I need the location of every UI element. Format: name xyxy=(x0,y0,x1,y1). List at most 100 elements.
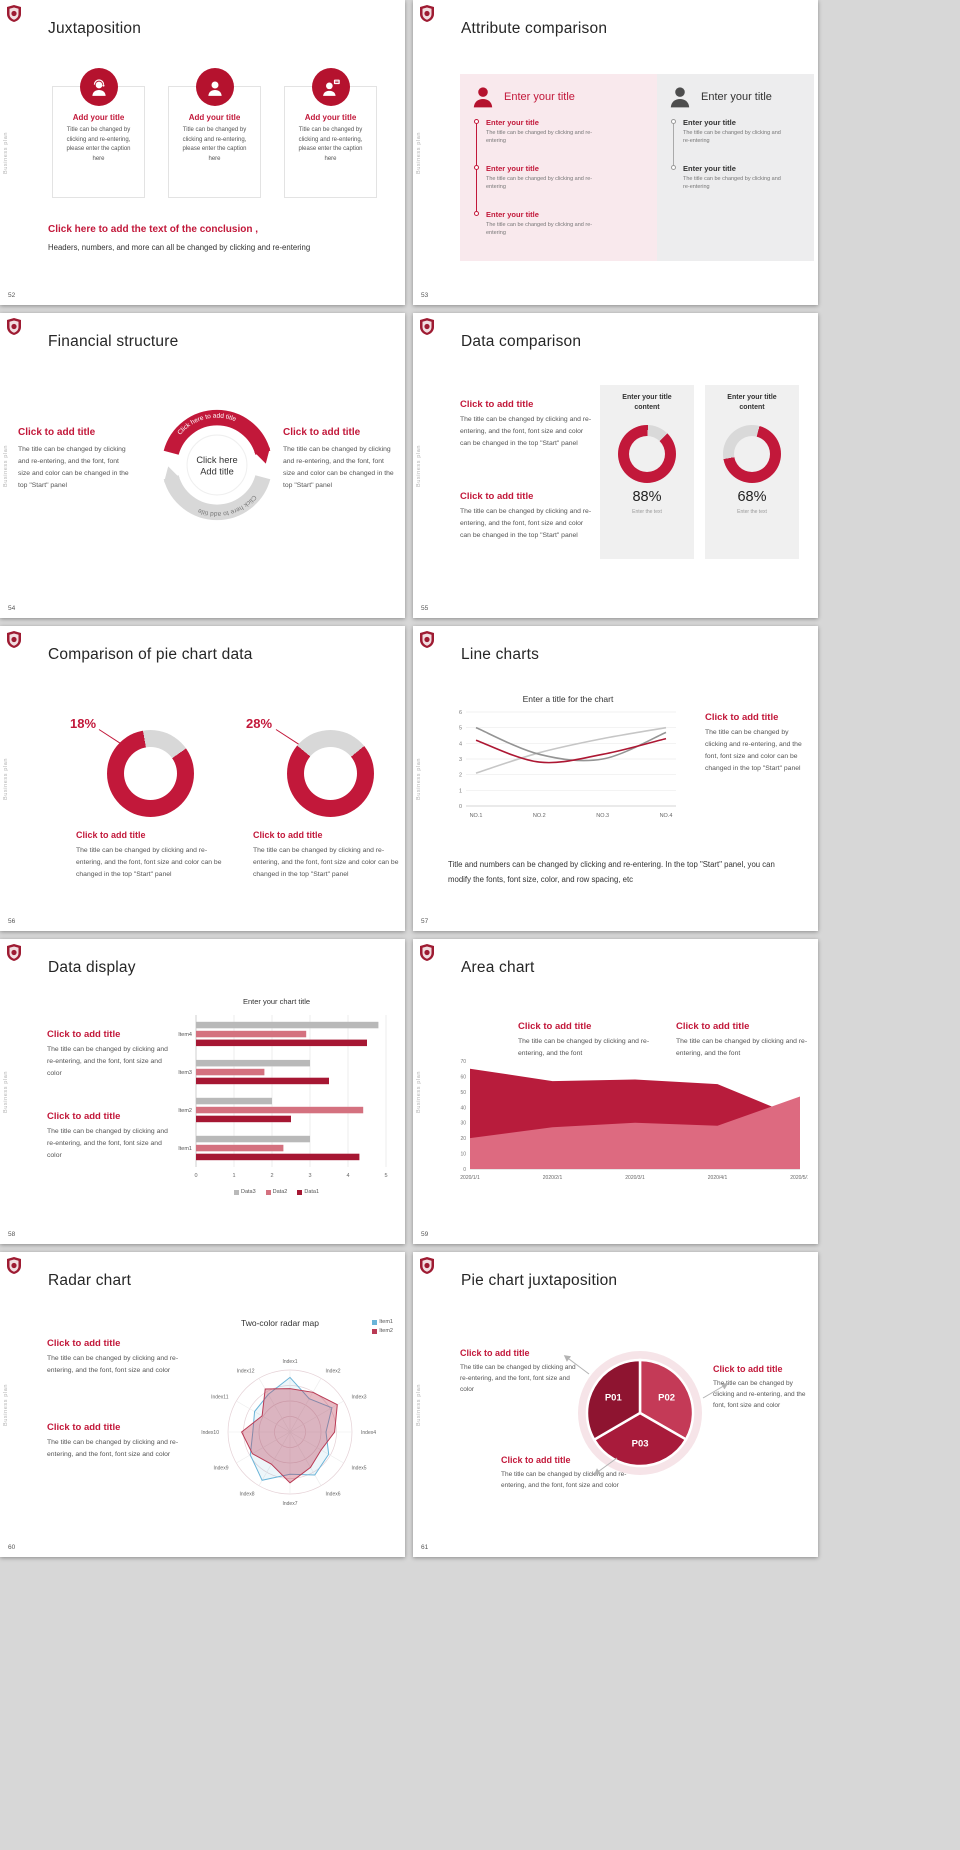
block-heading: Click to add title xyxy=(47,1029,121,1040)
bar-chart-area: Enter your chart title 0 1 2 3 4 5 Item4 Item3 I… xyxy=(158,997,395,1227)
block-heading: Click to add title xyxy=(47,1422,121,1433)
timeline-item: Enter your title The title can be change… xyxy=(671,118,801,146)
timeline-dot-icon xyxy=(474,119,479,124)
slide-55[interactable]: Business plan 55 Data comparison Click t… xyxy=(413,313,818,618)
block-heading: Click to add title xyxy=(518,1021,592,1032)
block-heading: Click to add title xyxy=(705,712,779,723)
school-crest-icon xyxy=(420,944,434,961)
person-icon xyxy=(473,87,493,108)
slide-number: 54 xyxy=(8,605,16,612)
card-body: Title can be changed by clicking and re-… xyxy=(298,127,363,162)
svg-text:Item3: Item3 xyxy=(178,1070,192,1076)
block-body: The title can be changed by clicking and… xyxy=(460,508,592,539)
block-body: The title can be changed by clicking and… xyxy=(501,1471,627,1490)
svg-text:Index4: Index4 xyxy=(361,1430,376,1436)
item-title: Enter your title xyxy=(683,164,736,173)
radar-chart-area: Two-color radar map Item1 Item2 Index1 In… xyxy=(195,1318,395,1548)
svg-text:3: 3 xyxy=(308,1173,311,1179)
legend-label: Data2 xyxy=(272,1189,288,1195)
legend-swatch xyxy=(372,1328,378,1334)
svg-text:Index9: Index9 xyxy=(213,1466,228,1472)
slide-53[interactable]: Business plan 53 Attribute comparison En… xyxy=(413,0,818,305)
svg-text:1: 1 xyxy=(459,788,462,794)
svg-text:2020/4/1: 2020/4/1 xyxy=(708,1175,728,1181)
block-heading: Click to add title xyxy=(253,830,323,840)
block-body: The title can be changed by clicking and… xyxy=(705,729,802,772)
school-crest-icon xyxy=(7,1257,21,1274)
card-title: Add your title xyxy=(72,113,125,122)
slide-61[interactable]: Business plan 61 Pie chart juxtaposition… xyxy=(413,1252,818,1557)
block-heading: Click to add title xyxy=(283,427,361,438)
ring-center-line1: Click here xyxy=(196,455,237,465)
page-title: Pie chart juxtaposition xyxy=(461,1272,618,1289)
side-label: Business plan xyxy=(416,444,422,487)
conclusion-title: Click here to add the text of the conclu… xyxy=(48,224,259,235)
svg-text:Index10: Index10 xyxy=(201,1430,219,1436)
bar-chart: 0 1 2 3 4 5 Item4 Item3 Item2 Item1 xyxy=(178,1015,388,1179)
legend-swatch xyxy=(233,1189,239,1195)
block-body: The title can be changed by clicking and… xyxy=(713,1380,806,1410)
legend-label: Item2 xyxy=(379,1328,393,1334)
slide-57[interactable]: Business plan 57 Line charts Enter a tit… xyxy=(413,626,818,931)
page-title: Data comparison xyxy=(461,333,582,350)
slide-number: 61 xyxy=(421,1544,429,1551)
slide-52[interactable]: Business plan 52 Juxtaposition Add your … xyxy=(0,0,405,305)
slide-number: 56 xyxy=(8,918,16,925)
block-heading: Click to add title xyxy=(47,1111,121,1122)
svg-text:Item1: Item1 xyxy=(178,1146,192,1152)
person-icon xyxy=(670,87,690,108)
svg-text:P03: P03 xyxy=(632,1439,649,1450)
item-body: The title can be changed by clicking and… xyxy=(486,222,593,237)
svg-text:2020/1/1: 2020/1/1 xyxy=(460,1175,480,1181)
side-label: Business plan xyxy=(3,1070,9,1113)
timeline-item: Enter your title The title can be change… xyxy=(671,164,801,192)
svg-text:2020/3/1: 2020/3/1 xyxy=(625,1175,645,1181)
block-body: The title can be changed by clicking and… xyxy=(47,1355,179,1374)
area-chart: 0 10 20 30 40 50 60 70 2020/1/1 2020/2/1 2020/3/1 2… xyxy=(460,1059,808,1181)
block-body: The title can be changed by clicking and… xyxy=(676,1038,808,1057)
svg-text:Index5: Index5 xyxy=(352,1466,367,1472)
slide-58[interactable]: Business plan 58 Data display Click to a… xyxy=(0,939,405,1244)
svg-text:4: 4 xyxy=(346,1173,349,1179)
timeline-item: Enter your title The title can be change… xyxy=(474,210,641,238)
slide-59[interactable]: Business plan 59 Area chart Click to add… xyxy=(413,939,818,1244)
block-body: The title can be changed by clicking and… xyxy=(460,416,592,447)
card-body: Title can be changed by clicking and re-… xyxy=(182,127,247,162)
slide-56[interactable]: Business plan 56 Comparison of pie chart… xyxy=(0,626,405,931)
school-crest-icon xyxy=(420,318,434,335)
person-icon xyxy=(195,68,234,106)
page-title: Financial structure xyxy=(48,333,179,350)
slide-60[interactable]: Business plan 60 Radar chart Click to ad… xyxy=(0,1252,405,1557)
slide-number: 59 xyxy=(421,1231,429,1238)
percent-value: 88% xyxy=(632,489,662,505)
conclusion-body: Headers, numbers, and more can all be ch… xyxy=(48,243,311,252)
page-title: Juxtaposition xyxy=(48,20,142,37)
slide-54[interactable]: Business plan 54 Financial structure Cli… xyxy=(0,313,405,618)
block-body: The title can be changed by clicking and… xyxy=(18,446,129,489)
block-heading: Click to add title xyxy=(713,1364,783,1374)
chart-title: Enter your chart title xyxy=(242,997,311,1006)
panel-title: Enter your title xyxy=(701,90,772,103)
svg-text:2: 2 xyxy=(459,773,462,779)
item-title: Enter your title xyxy=(486,210,539,219)
legend-item: Item1 xyxy=(372,1319,393,1325)
svg-text:Click here: Click here xyxy=(196,455,237,465)
feature-card: Add your title Title can be changed by c… xyxy=(284,68,377,198)
svg-text:Index6: Index6 xyxy=(326,1492,341,1498)
percent-value: 68% xyxy=(737,489,767,505)
school-crest-icon xyxy=(7,318,21,335)
panel-heading: Enter your title content xyxy=(622,394,672,411)
legend-label: Item1 xyxy=(379,1319,393,1325)
svg-text:Index12: Index12 xyxy=(237,1369,255,1375)
svg-text:Item2: Item2 xyxy=(178,1108,192,1114)
block-heading: Click to add title xyxy=(460,491,534,502)
legend-item: Data2 xyxy=(265,1189,288,1195)
timeline-dot-icon xyxy=(671,165,676,170)
item-title: Enter your title xyxy=(486,164,539,173)
block-body: The title can be changed by clicking and… xyxy=(283,446,394,489)
svg-text:Add title: Add title xyxy=(200,466,234,476)
item-body: The title can be changed by clicking and… xyxy=(683,176,781,191)
page-title: Data display xyxy=(48,959,136,976)
svg-text:P02: P02 xyxy=(658,1393,675,1404)
